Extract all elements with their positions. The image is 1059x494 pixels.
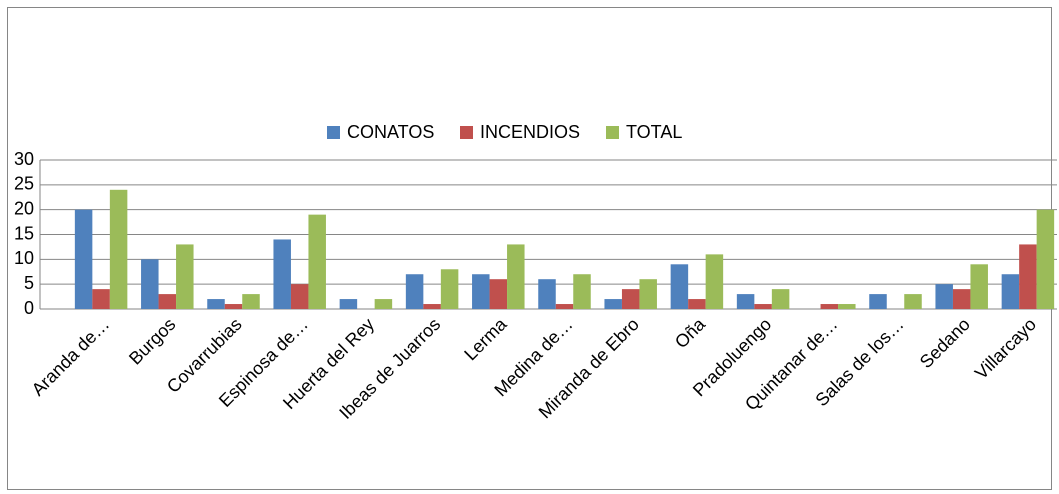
bar: [176, 244, 194, 309]
y-tick-label: 30: [14, 149, 34, 169]
y-tick-label: 20: [14, 198, 34, 218]
bar: [935, 284, 953, 309]
bar: [472, 274, 490, 309]
legend-label: TOTAL: [626, 122, 682, 142]
bar: [308, 214, 326, 309]
bar: [141, 259, 159, 309]
legend-swatch: [460, 126, 473, 139]
bar: [339, 299, 358, 309]
bar: [970, 264, 988, 309]
bar: [224, 304, 243, 309]
bar: [639, 279, 657, 309]
bar: [904, 294, 922, 309]
bar: [489, 279, 508, 309]
bar: [538, 279, 556, 309]
bar: [1001, 274, 1020, 309]
bar: [92, 289, 110, 309]
legend-swatch: [606, 126, 619, 139]
bar: [109, 189, 128, 309]
bar: [242, 294, 260, 309]
bar: [423, 304, 441, 309]
bar: [273, 239, 291, 309]
legend-swatch: [327, 126, 340, 139]
bar: [207, 299, 225, 309]
bar: [771, 289, 790, 309]
bar: [736, 294, 755, 309]
bar: [405, 274, 424, 309]
bar: [374, 299, 393, 309]
y-tick-label: 10: [14, 248, 34, 268]
bar: [1036, 209, 1055, 309]
bar: [688, 299, 706, 309]
y-tick-label: 0: [24, 298, 34, 318]
legend-label: INCENDIOS: [480, 122, 580, 142]
bar: [754, 304, 772, 309]
bar: [74, 209, 93, 309]
chart-border: [7, 7, 1052, 490]
bar: [507, 244, 525, 309]
bar: [670, 264, 689, 309]
bar: [621, 289, 640, 309]
bar: [952, 289, 971, 309]
bar: [604, 299, 622, 309]
bar: [869, 294, 887, 309]
y-tick-label: 25: [14, 174, 34, 194]
bar: [290, 284, 309, 309]
bar: [555, 304, 574, 309]
bar: [1019, 244, 1037, 309]
bar: [820, 304, 839, 309]
bar: [838, 304, 856, 309]
legend-label: CONATOS: [347, 122, 434, 142]
bar: [573, 274, 591, 309]
y-tick-label: 5: [24, 273, 34, 293]
y-tick-label: 15: [14, 223, 34, 243]
bar: [440, 269, 459, 309]
bar: [158, 294, 177, 309]
bar: [705, 254, 724, 309]
